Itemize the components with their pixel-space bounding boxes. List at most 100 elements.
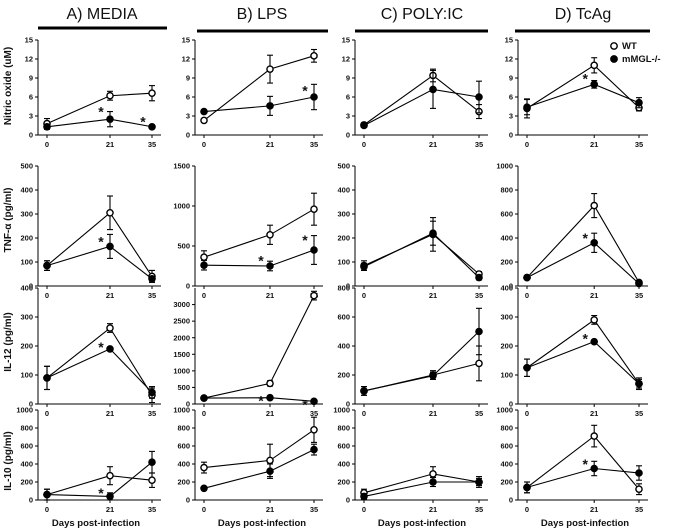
row-ylabel-tnf: TNF-α (pg/ml): [3, 187, 14, 252]
wt-point: [310, 52, 318, 60]
series-wt: [200, 48, 318, 125]
x-tick-label: 0: [525, 140, 529, 149]
x-tick-label: 0: [525, 505, 529, 514]
y-tick-label: 15: [505, 36, 513, 45]
x-tick-label: 21: [106, 409, 114, 418]
y-tick-label: 0: [186, 282, 190, 291]
y-tick-label: 200: [500, 478, 513, 487]
wt-point: [106, 324, 114, 332]
wt-point: [310, 425, 318, 434]
series-line: [363, 233, 480, 275]
y-tick-label: 0: [509, 496, 513, 505]
mmgl-point: [43, 490, 51, 499]
series-wt: [43, 323, 156, 404]
y-tick-label: 3: [346, 112, 350, 121]
series-line: [526, 341, 640, 385]
mmgl-point: [266, 262, 274, 270]
mmgl-point: [635, 379, 643, 388]
wt-point: [266, 379, 274, 388]
wt-point: [148, 89, 156, 97]
mmgl-point: [148, 274, 156, 283]
y-tick-label: 3: [186, 112, 190, 121]
y-tick-label: 100: [20, 371, 33, 380]
x-tick-label: 35: [310, 409, 318, 418]
mmgl-point: [106, 242, 114, 251]
mmgl-point: [360, 387, 368, 395]
x-tick-label: 35: [635, 505, 643, 514]
y-tick-label: 600: [500, 210, 513, 219]
y-tick-label: 0: [29, 131, 33, 140]
x-tick-label: 21: [106, 291, 114, 300]
y-tick-label: 6: [346, 93, 350, 102]
y-tick-label: 0: [346, 400, 350, 409]
panel-r1-c3: 0 200 400 600 800 1000 0 21 35 *: [496, 162, 648, 300]
y-tick-label: 200: [337, 234, 350, 243]
y-tick-label: 600: [20, 442, 33, 451]
mmgl-point: [43, 122, 51, 131]
x-tick-label: 21: [590, 505, 598, 514]
x-tick-label: 21: [106, 505, 114, 514]
mmgl-point: [590, 80, 599, 89]
y-tick-label: 800: [20, 424, 33, 433]
x-tick-label: 21: [429, 409, 437, 418]
wt-point: [590, 201, 599, 210]
panel-r3-c1: 0 200 400 600 800 1000 0 21 35: [173, 406, 323, 514]
series-mmgl: [360, 307, 483, 396]
y-tick-label: 300: [500, 313, 513, 322]
significance-star: *: [98, 339, 104, 355]
y-tick-label: 1500: [173, 162, 190, 171]
mmgl-point: [106, 115, 114, 123]
series-line: [363, 481, 479, 497]
row-ylabel-il10: IL-10 (pg/ml): [3, 431, 14, 490]
x-tick-label: 21: [429, 505, 437, 514]
y-tick-label: 100: [20, 258, 33, 267]
mmgl-point: [523, 103, 531, 111]
mmgl-point: [148, 388, 156, 397]
mmgl-point: [43, 374, 51, 382]
x-tick-label: 21: [590, 291, 598, 300]
series-mmgl: [200, 443, 318, 493]
series-line: [526, 83, 640, 108]
x-tick-label: 21: [429, 291, 437, 300]
panel-r3-c0: 0 200 400 600 800 1000 0 21 35 *: [16, 406, 161, 514]
y-tick-label: 1000: [173, 202, 190, 211]
series-line: [46, 245, 153, 280]
mmgl-point: [43, 261, 51, 270]
x-tick-label: 35: [635, 291, 643, 300]
y-tick-label: 1000: [16, 406, 33, 415]
x-tick-label: 35: [635, 140, 643, 149]
series-line: [363, 473, 480, 494]
xlabel-col-0: Days post-infection: [52, 518, 140, 529]
series-mmgl: [200, 393, 318, 406]
panel-r1-c2: 0 100 200 300 400 500 0 21 35: [337, 162, 488, 300]
x-tick-label: 0: [202, 409, 206, 418]
y-tick-label: 300: [20, 210, 33, 219]
panel-r1-c0: 0 100 200 300 400 500 0 21 35 *: [20, 162, 161, 300]
series-mmgl: [523, 460, 643, 494]
significance-star: *: [582, 456, 588, 472]
y-tick-label: 200: [20, 342, 33, 351]
series-mmgl: [360, 69, 483, 130]
y-tick-label: 400: [500, 284, 513, 293]
mmgl-point: [429, 371, 437, 380]
x-tick-label: 21: [266, 505, 274, 514]
wt-point: [266, 65, 274, 73]
panel-r3-c2: 0 200 400 600 800 1000 0 21 35: [333, 406, 488, 514]
y-tick-label: 12: [182, 55, 190, 64]
series-line: [203, 295, 315, 399]
x-tick-label: 21: [590, 140, 598, 149]
series-wt: [360, 217, 483, 278]
mmgl-point: [200, 107, 208, 116]
wt-point: [148, 476, 156, 485]
y-tick-label: 12: [505, 55, 513, 64]
wt-point: [106, 208, 114, 217]
y-tick-label: 0: [346, 131, 350, 140]
x-tick-label: 35: [148, 505, 156, 514]
series-mmgl: [360, 220, 483, 282]
x-tick-label: 21: [106, 140, 114, 149]
